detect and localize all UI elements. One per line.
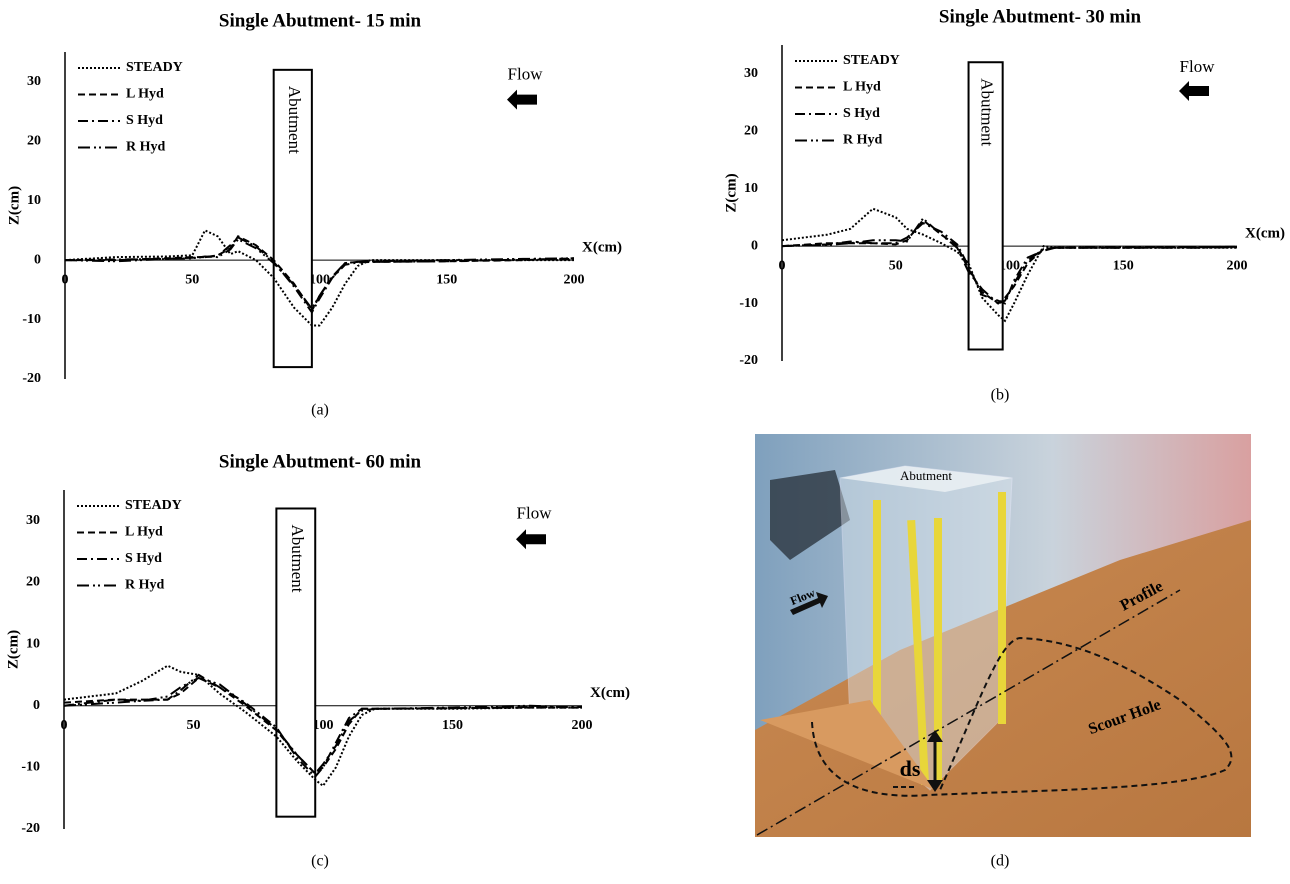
x-axis-label: X(cm) xyxy=(590,685,630,701)
y-tick-label: 0 xyxy=(751,238,758,253)
data-line xyxy=(63,673,582,779)
flow-arrow xyxy=(507,89,537,110)
abutment-top xyxy=(840,466,1012,492)
legend-label: R Hyd xyxy=(126,140,166,155)
x-tick-label: 150 xyxy=(436,272,457,287)
photo-label: Abutment xyxy=(900,468,952,483)
abutment-label: Abutment xyxy=(978,78,997,146)
caption: (c) xyxy=(311,853,329,870)
y-axis-label: Z(cm) xyxy=(6,186,22,225)
photo-object xyxy=(770,470,850,560)
x-tick-label: 200 xyxy=(572,718,593,733)
y-tick-label: -20 xyxy=(739,353,758,368)
legend-label: S Hyd xyxy=(843,106,880,121)
data-line xyxy=(781,217,1238,305)
abutment-label: Abutment xyxy=(288,524,307,592)
y-axis-label: Z(cm) xyxy=(5,630,21,669)
flow-arrow xyxy=(790,592,828,615)
abutment-label: Abutment xyxy=(285,86,304,154)
legend-label: R Hyd xyxy=(125,578,165,593)
x-axis-label: X(cm) xyxy=(582,240,622,256)
y-tick-label: 10 xyxy=(744,181,758,196)
x-tick-label: 100 xyxy=(313,718,334,733)
y-tick-label: -10 xyxy=(22,312,41,327)
legend-label: STEADY xyxy=(126,60,183,75)
chart-title: Single Abutment- 15 min xyxy=(219,10,422,31)
legend-label: L Hyd xyxy=(843,80,881,95)
ruler xyxy=(873,500,881,715)
flow-arrow xyxy=(1179,80,1209,101)
caption: (d) xyxy=(991,853,1010,870)
data-line xyxy=(64,238,575,311)
flow-label: Flow xyxy=(508,65,544,84)
abutment xyxy=(272,68,313,369)
legend-label: S Hyd xyxy=(126,113,163,128)
y-tick-label: 10 xyxy=(26,636,40,651)
y-tick-label: 0 xyxy=(33,698,40,713)
caption: (a) xyxy=(311,402,329,419)
ruler xyxy=(998,492,1006,724)
x-tick-label: 0 xyxy=(62,272,69,287)
x-tick-label: 50 xyxy=(185,272,199,287)
y-tick-label: -20 xyxy=(22,371,41,386)
chart: Single Abutment- 60 min (c) -20 -10 0 10 20 30 0… xyxy=(5,451,630,869)
photo-label: ds xyxy=(900,756,921,781)
data-line xyxy=(64,229,574,327)
legend-label: R Hyd xyxy=(843,133,883,148)
caption: (b) xyxy=(991,387,1010,404)
x-tick-label: 100 xyxy=(309,272,330,287)
flow-arrow xyxy=(516,529,546,550)
y-tick-label: 20 xyxy=(27,133,41,148)
profile-line xyxy=(756,589,1181,836)
x-tick-label: 0 xyxy=(61,718,68,733)
flow-label: Flow xyxy=(517,504,553,523)
ruler xyxy=(907,519,930,786)
y-tick-label: -10 xyxy=(739,296,758,311)
y-tick-label: 20 xyxy=(744,123,758,138)
x-axis-label: X(cm) xyxy=(1245,226,1285,242)
abutment xyxy=(275,507,317,818)
chart: Single Abutment- 15 min (a) -20 -10 0 10 20 30 0… xyxy=(6,10,622,418)
x-tick-label: 50 xyxy=(889,258,903,273)
legend-label: S Hyd xyxy=(125,551,162,566)
chart-title: Single Abutment- 30 min xyxy=(939,6,1142,27)
ruler xyxy=(934,518,942,783)
y-tick-label: 10 xyxy=(27,193,41,208)
photo-panel: Abutment Flow Profile Scour Hole ds (d) xyxy=(755,434,1251,870)
chart-title: Single Abutment- 60 min xyxy=(219,451,422,472)
ds-arrow-head xyxy=(927,730,943,742)
x-tick-label: 100 xyxy=(999,258,1020,273)
legend-label: STEADY xyxy=(125,498,182,513)
x-tick-label: 0 xyxy=(779,258,786,273)
x-tick-label: 50 xyxy=(187,718,201,733)
y-axis-label: Z(cm) xyxy=(723,173,739,212)
y-tick-label: 30 xyxy=(27,74,41,89)
y-tick-label: 30 xyxy=(26,513,40,528)
y-tick-label: 30 xyxy=(744,66,758,81)
x-tick-label: 150 xyxy=(1113,258,1134,273)
y-tick-label: 20 xyxy=(26,575,40,590)
scour-outline xyxy=(811,636,1233,797)
x-tick-label: 200 xyxy=(564,272,585,287)
y-tick-label: -20 xyxy=(21,821,40,836)
y-tick-label: -10 xyxy=(21,760,40,775)
chart: Single Abutment- 30 min (b) -20 -10 0 10 20 30 0… xyxy=(723,6,1285,403)
flow-label: Flow xyxy=(1180,57,1216,76)
y-tick-label: 0 xyxy=(34,252,41,267)
x-tick-label: 150 xyxy=(442,718,463,733)
x-tick-label: 200 xyxy=(1227,258,1248,273)
ds-arrow-head xyxy=(927,780,943,792)
data-line xyxy=(63,676,583,775)
legend-label: L Hyd xyxy=(125,525,163,540)
legend-label: L Hyd xyxy=(126,87,164,102)
legend-label: STEADY xyxy=(843,53,900,68)
sand-mound xyxy=(760,700,935,790)
